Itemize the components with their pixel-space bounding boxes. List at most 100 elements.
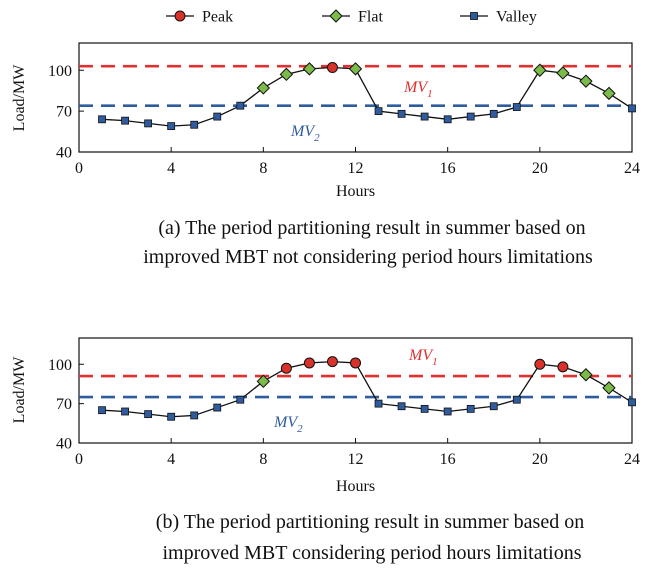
mv1-label-sub: 1	[427, 88, 433, 100]
caption-line-1: (a) The period partitioning result in su…	[158, 217, 585, 239]
mv2-label-sub: 2	[314, 132, 320, 144]
y-axis-label: Load/MW	[11, 64, 28, 132]
y-tick-label: 70	[56, 104, 72, 121]
mv1-label: MV1	[403, 79, 433, 100]
data-point-hour-5-valley	[190, 411, 199, 420]
data-point-hour-1-valley	[98, 406, 106, 415]
data-point-hour-9-peak	[280, 362, 292, 374]
data-point-hour-17-valley	[466, 404, 475, 413]
load-series-line	[102, 66, 633, 127]
x-tick-label: 20	[532, 160, 548, 177]
y-tick-label: 40	[56, 436, 72, 453]
legend-marker-diamond	[329, 9, 343, 23]
x-tick-label: 0	[75, 160, 83, 177]
data-point-hour-11-peak	[326, 62, 338, 74]
legend-item-flat: Flat	[322, 9, 383, 26]
plot-frame	[78, 42, 633, 153]
legend-label: Flat	[358, 9, 383, 26]
y-tick-label: 100	[48, 357, 72, 374]
mv2-label: MV2	[290, 123, 320, 144]
legend-item-valley: Valley	[460, 9, 537, 26]
chart-panel-b: 0 4 8 12 16 20 244070100HoursLoad/MWMV1MV2(b) …	[11, 337, 640, 564]
plot-frame	[78, 337, 633, 444]
caption-line-2: improved MBT not considering period hour…	[143, 246, 593, 268]
data-point-hour-18-valley	[489, 402, 498, 411]
data-point-hour-4-valley	[167, 122, 176, 131]
data-point-hour-22-flat	[579, 74, 593, 88]
x-axis-label: Hours	[336, 478, 375, 495]
data-point-hour-22-flat	[579, 368, 593, 382]
x-tick-label: 12	[348, 160, 364, 177]
caption-line-1: (b) The period partitioning result in su…	[156, 511, 584, 533]
legend-label: Valley	[496, 9, 537, 26]
data-point-hour-2-valley	[121, 116, 129, 125]
data-point-hour-4-valley	[167, 412, 176, 421]
data-point-hour-21-peak	[557, 361, 569, 373]
x-tick-label: 12	[348, 451, 364, 468]
data-point-hour-17-valley	[466, 112, 475, 121]
data-point-hour-8-flat	[256, 374, 271, 389]
data-point-hour-13-valley	[374, 399, 383, 408]
legend-marker-square	[470, 12, 478, 20]
x-tick-label: 8	[259, 451, 267, 468]
data-point-hour-14-valley	[397, 109, 406, 118]
x-tick-label: 24	[624, 451, 640, 468]
data-point-hour-20-flat	[533, 63, 547, 77]
data-point-hour-24-valley	[628, 104, 636, 113]
x-tick-label: 20	[532, 451, 548, 468]
x-tick-label: 24	[624, 160, 640, 177]
data-point-hour-16-valley	[443, 115, 452, 124]
data-point-hour-16-valley	[443, 407, 452, 416]
data-point-hour-12-peak	[350, 357, 361, 369]
legend-label: Peak	[202, 9, 233, 26]
y-tick-label: 100	[48, 63, 72, 80]
data-point-hour-9-flat	[279, 67, 294, 82]
y-tick-label: 40	[56, 145, 72, 162]
data-point-hour-11-peak	[326, 356, 338, 368]
data-point-hour-3-valley	[144, 119, 153, 128]
data-point-hour-3-valley	[144, 410, 153, 419]
mv1-label-sub: 1	[432, 356, 438, 368]
data-point-hour-10-flat	[302, 62, 317, 76]
data-point-hour-19-valley	[512, 395, 521, 404]
x-tick-label: 4	[167, 451, 175, 468]
legend: Peak Flat Valley	[166, 9, 537, 26]
data-point-hour-21-flat	[556, 66, 570, 80]
mv1-label: MV1	[408, 347, 438, 368]
data-point-hour-13-valley	[374, 107, 383, 116]
data-point-hour-15-valley	[420, 112, 429, 121]
load-series-line	[102, 360, 633, 418]
data-point-hour-24-valley	[628, 398, 636, 407]
data-point-hour-6-valley	[213, 112, 222, 121]
data-point-hour-7-valley	[236, 395, 245, 404]
x-tick-label: 16	[440, 451, 456, 468]
data-point-hour-6-valley	[213, 403, 222, 412]
data-point-hour-8-flat	[256, 81, 271, 95]
y-tick-label: 70	[56, 396, 72, 413]
x-tick-label: 4	[167, 160, 175, 177]
data-point-hour-12-flat	[348, 62, 363, 76]
data-point-hour-2-valley	[121, 407, 129, 416]
x-tick-label: 8	[259, 160, 267, 177]
x-axis-label: Hours	[336, 183, 375, 200]
legend-marker-circle	[174, 10, 186, 22]
data-point-hour-20-peak	[534, 358, 546, 370]
data-point-hour-14-valley	[397, 402, 406, 411]
data-point-hour-18-valley	[489, 109, 498, 118]
mv2-label-sub: 2	[297, 423, 303, 435]
data-point-hour-10-peak	[303, 357, 315, 369]
data-point-hour-5-valley	[190, 120, 199, 129]
x-tick-label: 16	[440, 160, 456, 177]
data-point-hour-19-valley	[512, 103, 521, 111]
y-axis-label: Load/MW	[11, 356, 28, 424]
legend-item-peak: Peak	[166, 9, 233, 26]
mv2-label: MV2	[273, 414, 303, 435]
data-point-hour-23-flat	[602, 86, 616, 101]
caption-line-2: improved MBT considering period hours li…	[162, 542, 581, 564]
x-tick-label: 0	[75, 451, 83, 468]
data-point-hour-23-flat	[602, 381, 616, 395]
data-point-hour-15-valley	[420, 404, 429, 413]
data-point-hour-7-valley	[236, 101, 245, 110]
